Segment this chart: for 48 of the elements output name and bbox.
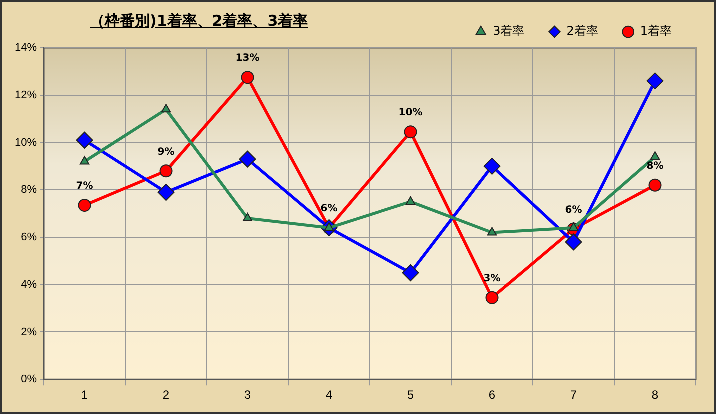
data-label: 13%	[236, 53, 260, 64]
data-label: 8%	[646, 160, 664, 172]
point	[402, 264, 420, 282]
x-tick-label: 7	[570, 388, 578, 402]
y-tick-label: 0%	[21, 374, 38, 386]
point	[648, 178, 662, 192]
point	[484, 158, 501, 175]
point	[80, 156, 90, 165]
x-tick-label: 6	[488, 388, 496, 402]
point	[242, 213, 253, 222]
data-label: 3%	[484, 273, 501, 284]
point	[568, 222, 579, 232]
y-tick-label: 12%	[14, 89, 38, 102]
chart-title: （枠番別)1着率、2着率、3着率	[90, 12, 308, 31]
point	[646, 72, 664, 90]
point	[486, 291, 499, 304]
legend-label: 2着率	[566, 24, 598, 38]
y-tick-label: 6%	[21, 232, 38, 244]
point	[404, 126, 418, 139]
data-label: 6%	[320, 204, 338, 215]
point	[158, 184, 175, 201]
data-label: 7%	[76, 181, 94, 192]
x-tick-label: 5	[407, 388, 414, 402]
point	[650, 151, 660, 160]
point	[487, 227, 498, 236]
point	[76, 132, 94, 149]
point	[161, 104, 172, 113]
data-label: 9%	[158, 146, 175, 158]
point	[78, 199, 92, 212]
data-label: 6%	[565, 204, 582, 216]
y-tick-label: 14%	[14, 42, 38, 54]
x-tick-label: 4	[326, 388, 333, 402]
y-tick-label: 4%	[21, 278, 38, 291]
x-tick-label: 8	[652, 388, 659, 402]
point	[406, 196, 416, 205]
legend-label: 1着率	[640, 24, 672, 38]
x-tick-label: 2	[162, 388, 170, 402]
point	[565, 234, 582, 251]
data-label: 10%	[398, 108, 423, 119]
x-tick-label: 1	[81, 388, 88, 402]
legend-label: 3着率	[493, 24, 525, 38]
y-tick-label: 8%	[21, 184, 38, 196]
y-tick-label: 2%	[21, 326, 38, 338]
y-tick-label: 10%	[14, 136, 38, 149]
point	[160, 164, 173, 178]
point	[241, 71, 254, 84]
point	[239, 150, 256, 168]
x-tick-label: 3	[244, 388, 252, 402]
